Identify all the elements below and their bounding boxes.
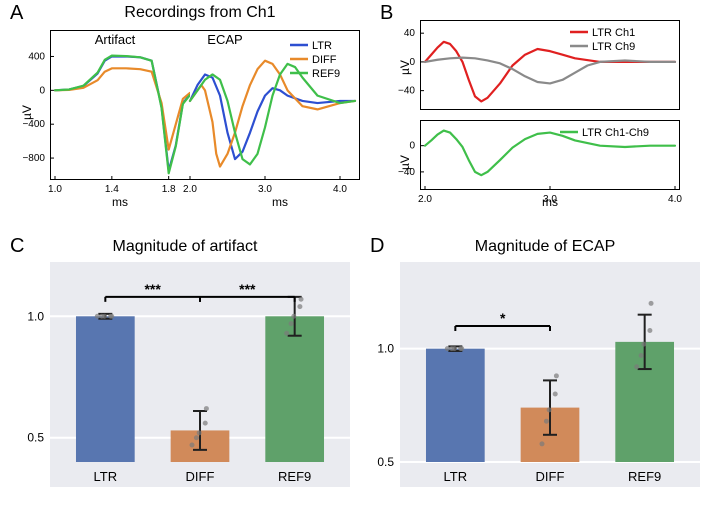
svg-text:4.0: 4.0 xyxy=(333,184,347,195)
panel-a-artifact-xlabel: ms xyxy=(100,195,140,209)
svg-text:LTR: LTR xyxy=(312,40,332,52)
svg-text:2.0: 2.0 xyxy=(183,184,197,195)
panel-c-plot: 0.51.0LTRDIFFREF9****** xyxy=(50,262,350,487)
svg-text:3.0: 3.0 xyxy=(258,184,272,195)
svg-text:−40: −40 xyxy=(398,86,415,97)
panel-a-ylabel: µV xyxy=(20,105,34,120)
panel-a-letter: A xyxy=(10,2,23,25)
svg-text:2.0: 2.0 xyxy=(418,194,432,205)
panel-a-artifact-plot: −800−40004001.01.41.8 xyxy=(50,30,190,180)
svg-text:1.0: 1.0 xyxy=(377,342,394,356)
svg-text:LTR Ch1: LTR Ch1 xyxy=(592,27,635,39)
svg-text:−800: −800 xyxy=(22,153,45,164)
panel-b-top-plot: −40040LTR Ch1LTR Ch9 xyxy=(420,20,680,110)
panel-d-plot: 0.51.0LTRDIFFREF9* xyxy=(400,262,700,487)
svg-text:1.4: 1.4 xyxy=(105,184,119,195)
panel-c-title: Magnitude of artifact xyxy=(60,238,310,256)
svg-text:0: 0 xyxy=(39,85,45,96)
panel-d-title: Magnitude of ECAP xyxy=(420,238,670,256)
svg-text:400: 400 xyxy=(28,51,45,62)
svg-text:LTR: LTR xyxy=(94,469,118,484)
svg-text:LTR Ch1-Ch9: LTR Ch1-Ch9 xyxy=(582,127,649,139)
panel-a-title: Recordings from Ch1 xyxy=(60,4,340,22)
svg-text:40: 40 xyxy=(404,28,416,39)
svg-text:1.0: 1.0 xyxy=(27,309,44,323)
svg-text:3.0: 3.0 xyxy=(543,194,557,205)
svg-text:−400: −400 xyxy=(22,119,45,130)
svg-text:0.5: 0.5 xyxy=(27,431,44,445)
svg-text:DIFF: DIFF xyxy=(312,54,337,66)
svg-text:1.8: 1.8 xyxy=(162,184,176,195)
svg-text:−40: −40 xyxy=(398,167,415,178)
svg-text:LTR Ch9: LTR Ch9 xyxy=(592,41,635,53)
svg-text:LTR: LTR xyxy=(444,469,468,484)
panel-b-bottom-plot: −4002.03.04.0LTR Ch1-Ch9 xyxy=(420,120,680,190)
svg-text:1.0: 1.0 xyxy=(48,184,62,195)
panel-c-letter: C xyxy=(10,235,24,258)
svg-text:0: 0 xyxy=(409,57,415,68)
svg-text:REF9: REF9 xyxy=(278,469,311,484)
svg-text:4.0: 4.0 xyxy=(668,194,682,205)
svg-text:0: 0 xyxy=(409,141,415,152)
svg-text:DIFF: DIFF xyxy=(536,469,565,484)
svg-text:*: * xyxy=(500,310,506,326)
svg-text:DIFF: DIFF xyxy=(186,469,215,484)
panel-a-ecap-xlabel: ms xyxy=(260,195,300,209)
panel-b-letter: B xyxy=(380,2,393,25)
panel-a-ecap-plot: 2.03.04.0LTRDIFFREF9 xyxy=(190,30,360,180)
svg-text:REF9: REF9 xyxy=(312,68,340,80)
svg-text:0.5: 0.5 xyxy=(377,455,394,469)
svg-text:***: *** xyxy=(239,281,256,297)
panel-d-letter: D xyxy=(370,235,384,258)
svg-text:REF9: REF9 xyxy=(628,469,661,484)
svg-text:***: *** xyxy=(144,281,161,297)
